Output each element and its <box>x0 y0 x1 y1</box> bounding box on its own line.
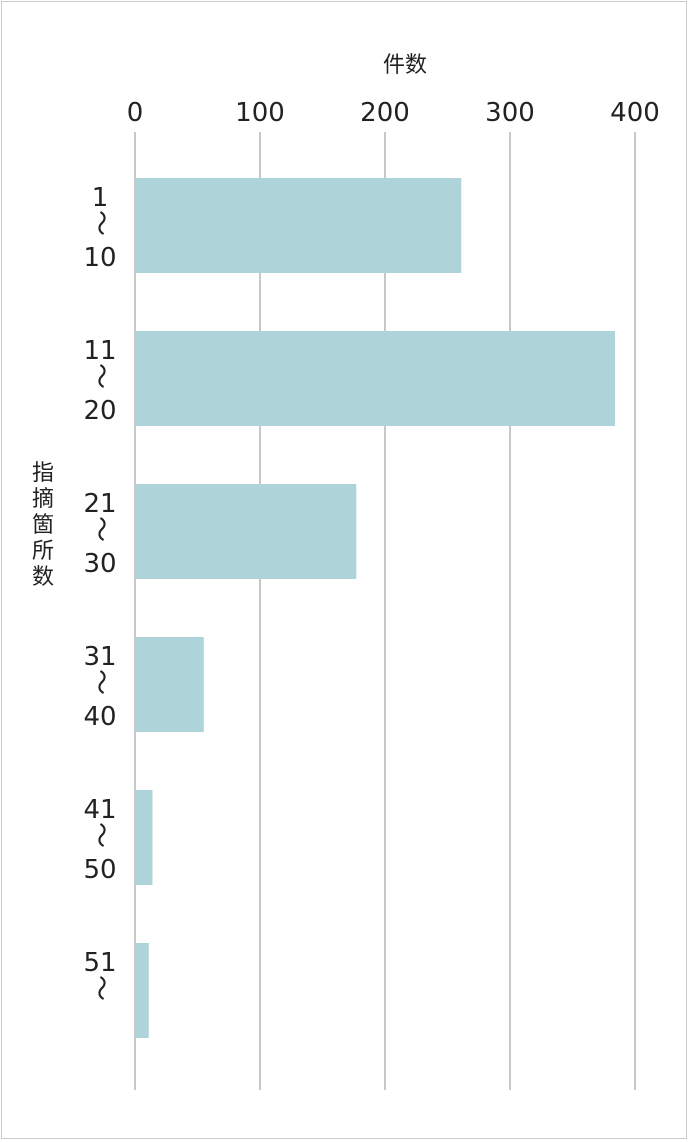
category-label-end: 50 <box>83 855 116 885</box>
range-symbol: 〜 <box>85 975 115 1001</box>
bar <box>135 484 357 579</box>
range-symbol: 〜 <box>85 363 115 389</box>
bars <box>135 178 615 1038</box>
bar <box>135 943 149 1038</box>
range-symbol: 〜 <box>85 210 115 236</box>
range-symbol: 〜 <box>85 669 115 695</box>
range-symbol: 〜 <box>85 822 115 848</box>
category-label-end: 10 <box>83 243 116 273</box>
category-label-start: 21 <box>83 489 116 519</box>
category-label-end: 40 <box>83 702 116 732</box>
x-tick-label: 0 <box>127 98 144 128</box>
x-tick-label: 200 <box>360 98 410 128</box>
category-label-end: 20 <box>83 396 116 426</box>
x-axis-title: 件数 <box>383 53 427 78</box>
bar <box>135 331 615 426</box>
x-tick-label: 300 <box>485 98 535 128</box>
x-tick-labels: 0 100 200 300 400 <box>127 98 660 128</box>
category-label-start: 41 <box>83 795 116 825</box>
bar <box>135 178 462 273</box>
category-label-start: 1 <box>92 183 109 213</box>
x-tick-label: 400 <box>610 98 660 128</box>
category-label-start: 51 <box>83 948 116 978</box>
category-label-start: 31 <box>83 642 116 672</box>
range-symbol: 〜 <box>85 516 115 542</box>
grid-lines <box>134 132 636 1090</box>
bar <box>135 790 153 885</box>
category-label-end: 30 <box>83 549 116 579</box>
x-tick-label: 100 <box>235 98 285 128</box>
y-axis-title: 指摘箇所数 <box>32 461 54 590</box>
category-label-start: 11 <box>83 336 116 366</box>
bar <box>135 637 204 732</box>
